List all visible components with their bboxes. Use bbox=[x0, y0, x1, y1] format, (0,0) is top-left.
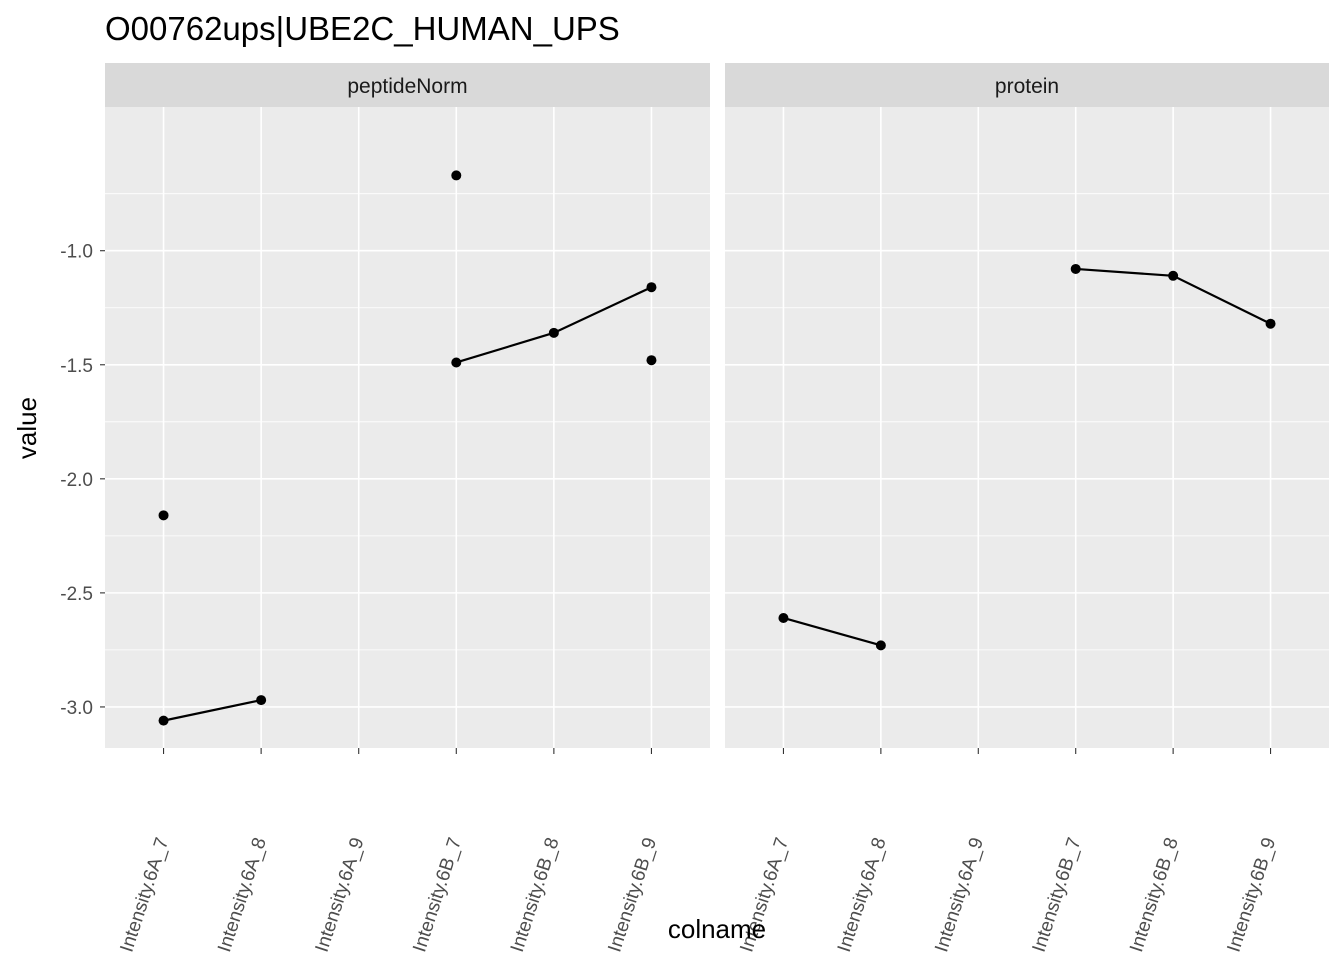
x-tick-label: Intensity.6B_7 bbox=[1029, 835, 1086, 955]
y-axis-title: value bbox=[12, 397, 42, 459]
data-point bbox=[1168, 270, 1179, 281]
x-axis-title: colname bbox=[668, 914, 766, 944]
series-line bbox=[783, 616, 882, 647]
data-point bbox=[778, 612, 789, 623]
y-tick-label: -2.0 bbox=[60, 470, 93, 491]
data-point bbox=[646, 282, 657, 293]
x-tick-label: Intensity.6A_9 bbox=[931, 835, 988, 955]
x-tick-label: Intensity.6A_7 bbox=[117, 835, 174, 955]
panel-strip bbox=[105, 63, 710, 107]
x-tick-label: Intensity.6B_7 bbox=[409, 835, 466, 955]
x-tick-label: Intensity.6B_9 bbox=[1224, 835, 1281, 955]
y-tick-label: -1.0 bbox=[60, 242, 93, 263]
panel-peptideNorm: peptideNorm Intensity.6A_7 Intensity.6A_8 I… bbox=[105, 63, 710, 955]
data-point bbox=[158, 715, 169, 726]
panel-strip bbox=[725, 63, 1329, 107]
x-tick-label: Intensity.6B_8 bbox=[1126, 835, 1183, 955]
data-point bbox=[646, 355, 657, 366]
panel-strip-label: protein bbox=[995, 75, 1059, 98]
data-point bbox=[1070, 263, 1081, 274]
chart-title: O00762ups|UBE2C_HUMAN_UPS bbox=[105, 10, 620, 47]
x-tick-label: Intensity.6B_9 bbox=[604, 835, 661, 955]
data-point bbox=[1265, 318, 1276, 329]
data-point bbox=[875, 640, 886, 651]
x-tick-label: Intensity.6B_8 bbox=[507, 835, 564, 955]
panel-background bbox=[105, 107, 710, 748]
y-tick-label: -1.5 bbox=[60, 356, 93, 377]
y-tick-label: -2.5 bbox=[60, 584, 93, 605]
series-line bbox=[163, 699, 262, 722]
data-point bbox=[256, 695, 267, 706]
data-point bbox=[451, 170, 462, 181]
x-tick-label: Intensity.6A_8 bbox=[834, 835, 891, 955]
panel-background bbox=[725, 107, 1329, 748]
panel-strip-label: peptideNorm bbox=[347, 75, 467, 98]
data-point bbox=[451, 357, 462, 368]
y-tick-label: -3.0 bbox=[60, 698, 93, 719]
data-point bbox=[158, 510, 169, 521]
x-tick-label: Intensity.6A_9 bbox=[312, 835, 369, 955]
data-point bbox=[548, 327, 559, 338]
x-tick-label: Intensity.6A_8 bbox=[214, 835, 271, 955]
